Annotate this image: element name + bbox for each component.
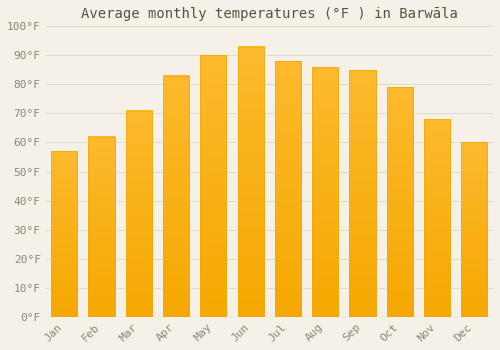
Bar bbox=[200, 55, 226, 317]
Title: Average monthly temperatures (°F ) in Barwāla: Average monthly temperatures (°F ) in Ba… bbox=[81, 7, 458, 21]
Bar bbox=[88, 137, 115, 317]
Bar bbox=[387, 87, 413, 317]
Bar bbox=[424, 119, 450, 317]
Bar bbox=[462, 142, 487, 317]
Bar bbox=[163, 76, 189, 317]
Bar bbox=[200, 55, 226, 317]
Bar bbox=[462, 142, 487, 317]
Bar bbox=[163, 76, 189, 317]
Bar bbox=[126, 111, 152, 317]
Bar bbox=[350, 70, 376, 317]
Bar bbox=[350, 70, 376, 317]
Bar bbox=[51, 151, 78, 317]
Bar bbox=[275, 61, 301, 317]
Bar bbox=[88, 137, 115, 317]
Bar bbox=[387, 87, 413, 317]
Bar bbox=[275, 61, 301, 317]
Bar bbox=[238, 47, 264, 317]
Bar bbox=[424, 119, 450, 317]
Bar bbox=[51, 151, 78, 317]
Bar bbox=[126, 111, 152, 317]
Bar bbox=[238, 47, 264, 317]
Bar bbox=[312, 67, 338, 317]
Bar bbox=[312, 67, 338, 317]
